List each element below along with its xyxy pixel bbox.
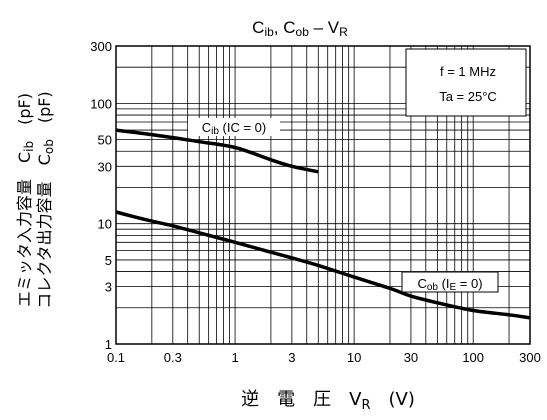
- series-line-cib: [115, 128, 319, 174]
- x-tick-label: 300: [519, 350, 541, 365]
- x-axis-label: 逆 電 圧 VR (V): [241, 389, 415, 413]
- y-tick-label: 3: [105, 280, 112, 295]
- x-tick-label: 3: [288, 350, 295, 365]
- chart-title: Cib, Cob – VR: [252, 18, 348, 39]
- x-tick-label: 1: [231, 350, 238, 365]
- y-tick-label: 5: [105, 253, 112, 268]
- series-layer: [115, 128, 531, 320]
- conditions-box: f = 1 MHz Ta = 25°C: [405, 48, 527, 117]
- condition-temperature: Ta = 25°C: [439, 89, 497, 104]
- series-label-cib: Cib (IC = 0): [188, 118, 280, 137]
- x-tick-label: 10: [347, 350, 361, 365]
- y-tick-label: 30: [98, 159, 112, 174]
- plot-frame: [115, 45, 531, 345]
- svg-text:エミッタ入力容量 Cib (pF): エミッタ入力容量 Cib (pF): [15, 93, 36, 307]
- y-tick-label: 10: [98, 217, 112, 232]
- y-tick-label: 50: [98, 133, 112, 148]
- series-label-cob: Cob (IE = 0): [401, 271, 499, 293]
- series-line-cob: [115, 210, 531, 320]
- x-tick-label: 0.1: [107, 350, 125, 365]
- y-tick-label: 300: [90, 39, 112, 54]
- y-tick-label: 100: [90, 96, 112, 111]
- tick-labels: 0.1 0.3 1 3 10 30 100 300 1 3 5 10 30 50 100 300: [90, 39, 541, 365]
- y-tick-label: 1: [105, 337, 112, 352]
- x-tick-label: 30: [404, 350, 418, 365]
- x-tick-label: 0.3: [164, 350, 182, 365]
- y-axis-label: エミッタ入力容量 Cib (pF) コレクタ出力容量 Cob (pF): [15, 91, 56, 308]
- x-tick-label: 100: [462, 350, 484, 365]
- svg-text:コレクタ出力容量 Cob (pF): コレクタ出力容量 Cob (pF): [35, 91, 56, 308]
- condition-frequency: f = 1 MHz: [440, 64, 496, 79]
